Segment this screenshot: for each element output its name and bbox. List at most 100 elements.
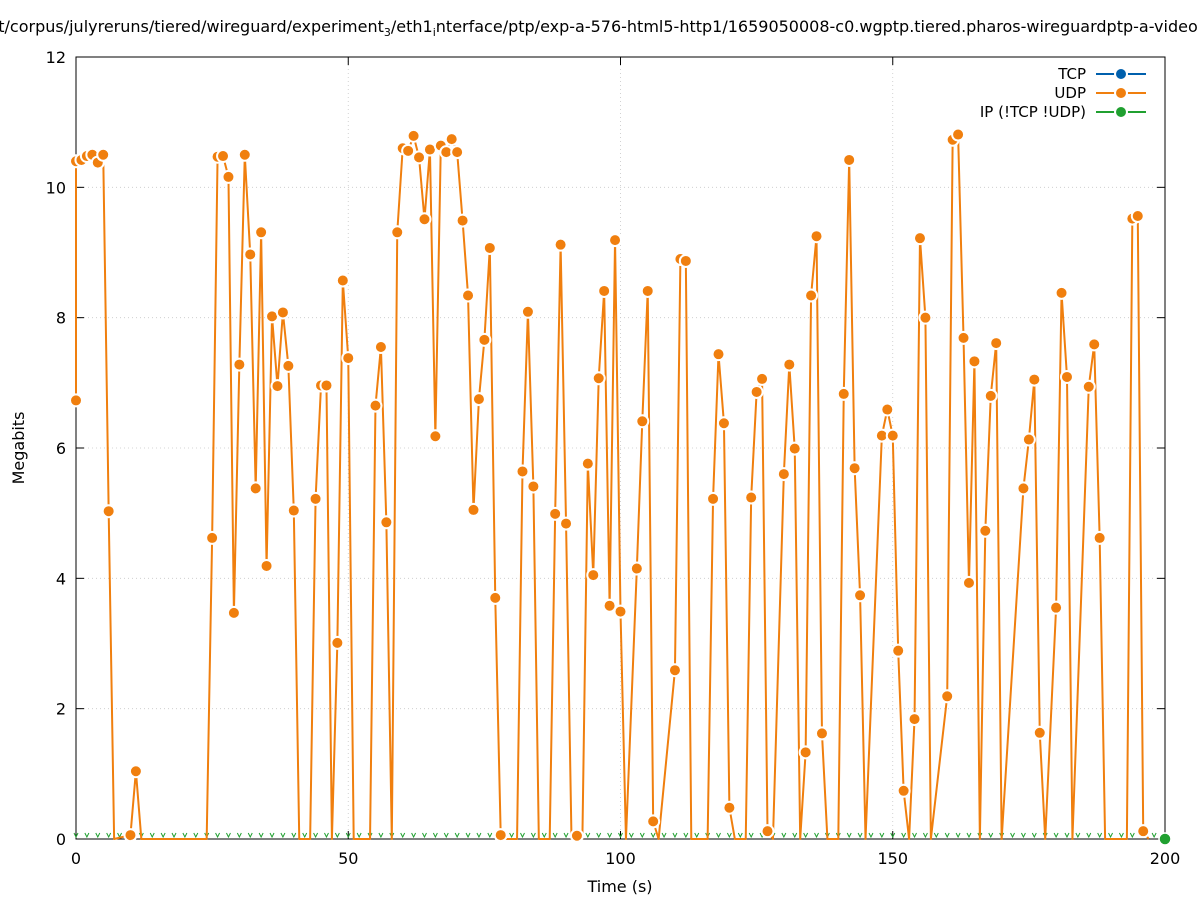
udp-point bbox=[608, 233, 623, 248]
ip-baseline-mark bbox=[1010, 832, 1015, 839]
ip-baseline-mark bbox=[933, 832, 939, 839]
udp-point bbox=[706, 491, 721, 506]
udp-point bbox=[1087, 337, 1102, 352]
udp-point bbox=[716, 416, 731, 431]
ip-baseline-mark bbox=[966, 832, 972, 839]
ip-baseline-mark bbox=[1108, 832, 1113, 839]
udp-point bbox=[918, 310, 933, 325]
ip-baseline-mark bbox=[465, 832, 471, 839]
ip-baseline-mark bbox=[422, 832, 427, 839]
udp-point bbox=[450, 145, 465, 160]
udp-point bbox=[749, 384, 764, 399]
ip-baseline-mark bbox=[530, 832, 536, 839]
udp-point bbox=[629, 561, 644, 576]
ip-baseline-mark bbox=[716, 832, 721, 839]
udp-point bbox=[373, 339, 388, 354]
ip-baseline-mark bbox=[400, 832, 406, 839]
udp-point bbox=[428, 429, 443, 444]
ip-baseline-mark bbox=[280, 832, 286, 839]
ip-baseline-mark bbox=[411, 832, 417, 839]
ip-baseline-mark bbox=[149, 832, 155, 839]
ip-baseline-mark bbox=[509, 832, 515, 839]
ip-baseline-mark bbox=[814, 832, 819, 839]
udp-point bbox=[842, 152, 857, 167]
ip-baseline-mark bbox=[879, 832, 885, 839]
ip-baseline-mark bbox=[432, 832, 438, 839]
ip-baseline-mark bbox=[356, 832, 362, 839]
udp-point bbox=[412, 150, 427, 165]
udp-point bbox=[847, 461, 862, 476]
legend-marker bbox=[1114, 86, 1128, 100]
udp-point bbox=[569, 828, 584, 843]
udp-point bbox=[804, 288, 819, 303]
title-subscript-2: i bbox=[433, 26, 436, 39]
ip-baseline-mark bbox=[552, 832, 558, 839]
udp-point bbox=[814, 726, 829, 741]
legend-label: IP (!TCP !UDP) bbox=[980, 103, 1086, 121]
udp-point bbox=[69, 393, 83, 408]
y-tick-label: 6 bbox=[56, 439, 66, 458]
ip-baseline-mark bbox=[803, 832, 809, 839]
udp-point bbox=[1130, 209, 1145, 224]
udp-point bbox=[270, 379, 285, 394]
x-axis-title: Time (s) bbox=[586, 877, 652, 896]
ip-baseline-mark bbox=[193, 832, 199, 839]
udp-point bbox=[471, 392, 486, 407]
udp-point bbox=[1021, 432, 1036, 447]
y-tick-label: 8 bbox=[56, 309, 66, 328]
udp-point bbox=[891, 643, 906, 658]
udp-point bbox=[787, 441, 802, 456]
udp-point bbox=[711, 347, 726, 362]
ip-baseline-mark bbox=[182, 832, 188, 839]
udp-point bbox=[1032, 725, 1047, 740]
chart-title: t/corpus/julyreruns/tiered/wireguard/exp… bbox=[0, 17, 1197, 39]
udp-point bbox=[1054, 285, 1069, 300]
ip-baseline-mark bbox=[269, 832, 275, 839]
ip-baseline-mark bbox=[1086, 832, 1092, 839]
udp-point bbox=[406, 128, 421, 143]
udp-point bbox=[281, 358, 296, 373]
udp-point bbox=[243, 247, 258, 262]
y-tick-label: 10 bbox=[46, 178, 66, 197]
udp-point bbox=[254, 225, 269, 240]
udp-point bbox=[782, 357, 797, 372]
udp-point bbox=[553, 237, 568, 252]
udp-point bbox=[221, 169, 236, 184]
udp-point bbox=[123, 828, 138, 843]
ip-baseline-mark bbox=[476, 832, 482, 839]
udp-point bbox=[961, 575, 976, 590]
udp-point bbox=[548, 506, 563, 521]
udp-point bbox=[401, 143, 416, 158]
udp-point bbox=[461, 288, 476, 303]
udp-point bbox=[989, 336, 1004, 351]
ip-baseline-mark bbox=[694, 832, 700, 839]
ip-baseline-mark bbox=[607, 832, 613, 839]
ip-baseline-mark bbox=[106, 832, 112, 839]
udp-point bbox=[983, 388, 998, 403]
udp-point bbox=[798, 745, 813, 760]
udp-point bbox=[330, 635, 345, 650]
udp-point bbox=[580, 456, 595, 471]
ip-baseline-mark bbox=[901, 832, 907, 839]
udp-point bbox=[128, 764, 143, 779]
udp-point bbox=[646, 814, 661, 829]
legend-label: UDP bbox=[1054, 84, 1086, 102]
y-tick-label: 4 bbox=[56, 569, 66, 588]
legend-label: TCP bbox=[1057, 65, 1086, 83]
ip-baseline-mark bbox=[661, 832, 667, 839]
ip-baseline-mark bbox=[1097, 832, 1103, 839]
udp-point bbox=[722, 800, 737, 815]
udp-point bbox=[956, 330, 971, 345]
udp-point bbox=[205, 530, 220, 545]
ip-baseline-mark bbox=[672, 832, 678, 839]
ip-baseline-mark bbox=[247, 832, 253, 839]
ip-baseline-mark bbox=[73, 832, 79, 839]
ip-baseline-mark bbox=[520, 832, 525, 839]
udp-point bbox=[880, 402, 895, 417]
udp-point bbox=[1092, 530, 1107, 545]
udp-point bbox=[586, 568, 601, 583]
x-tick-label: 50 bbox=[338, 849, 358, 868]
udp-point bbox=[1027, 372, 1042, 387]
udp-point bbox=[853, 588, 868, 603]
udp-point bbox=[613, 604, 628, 619]
